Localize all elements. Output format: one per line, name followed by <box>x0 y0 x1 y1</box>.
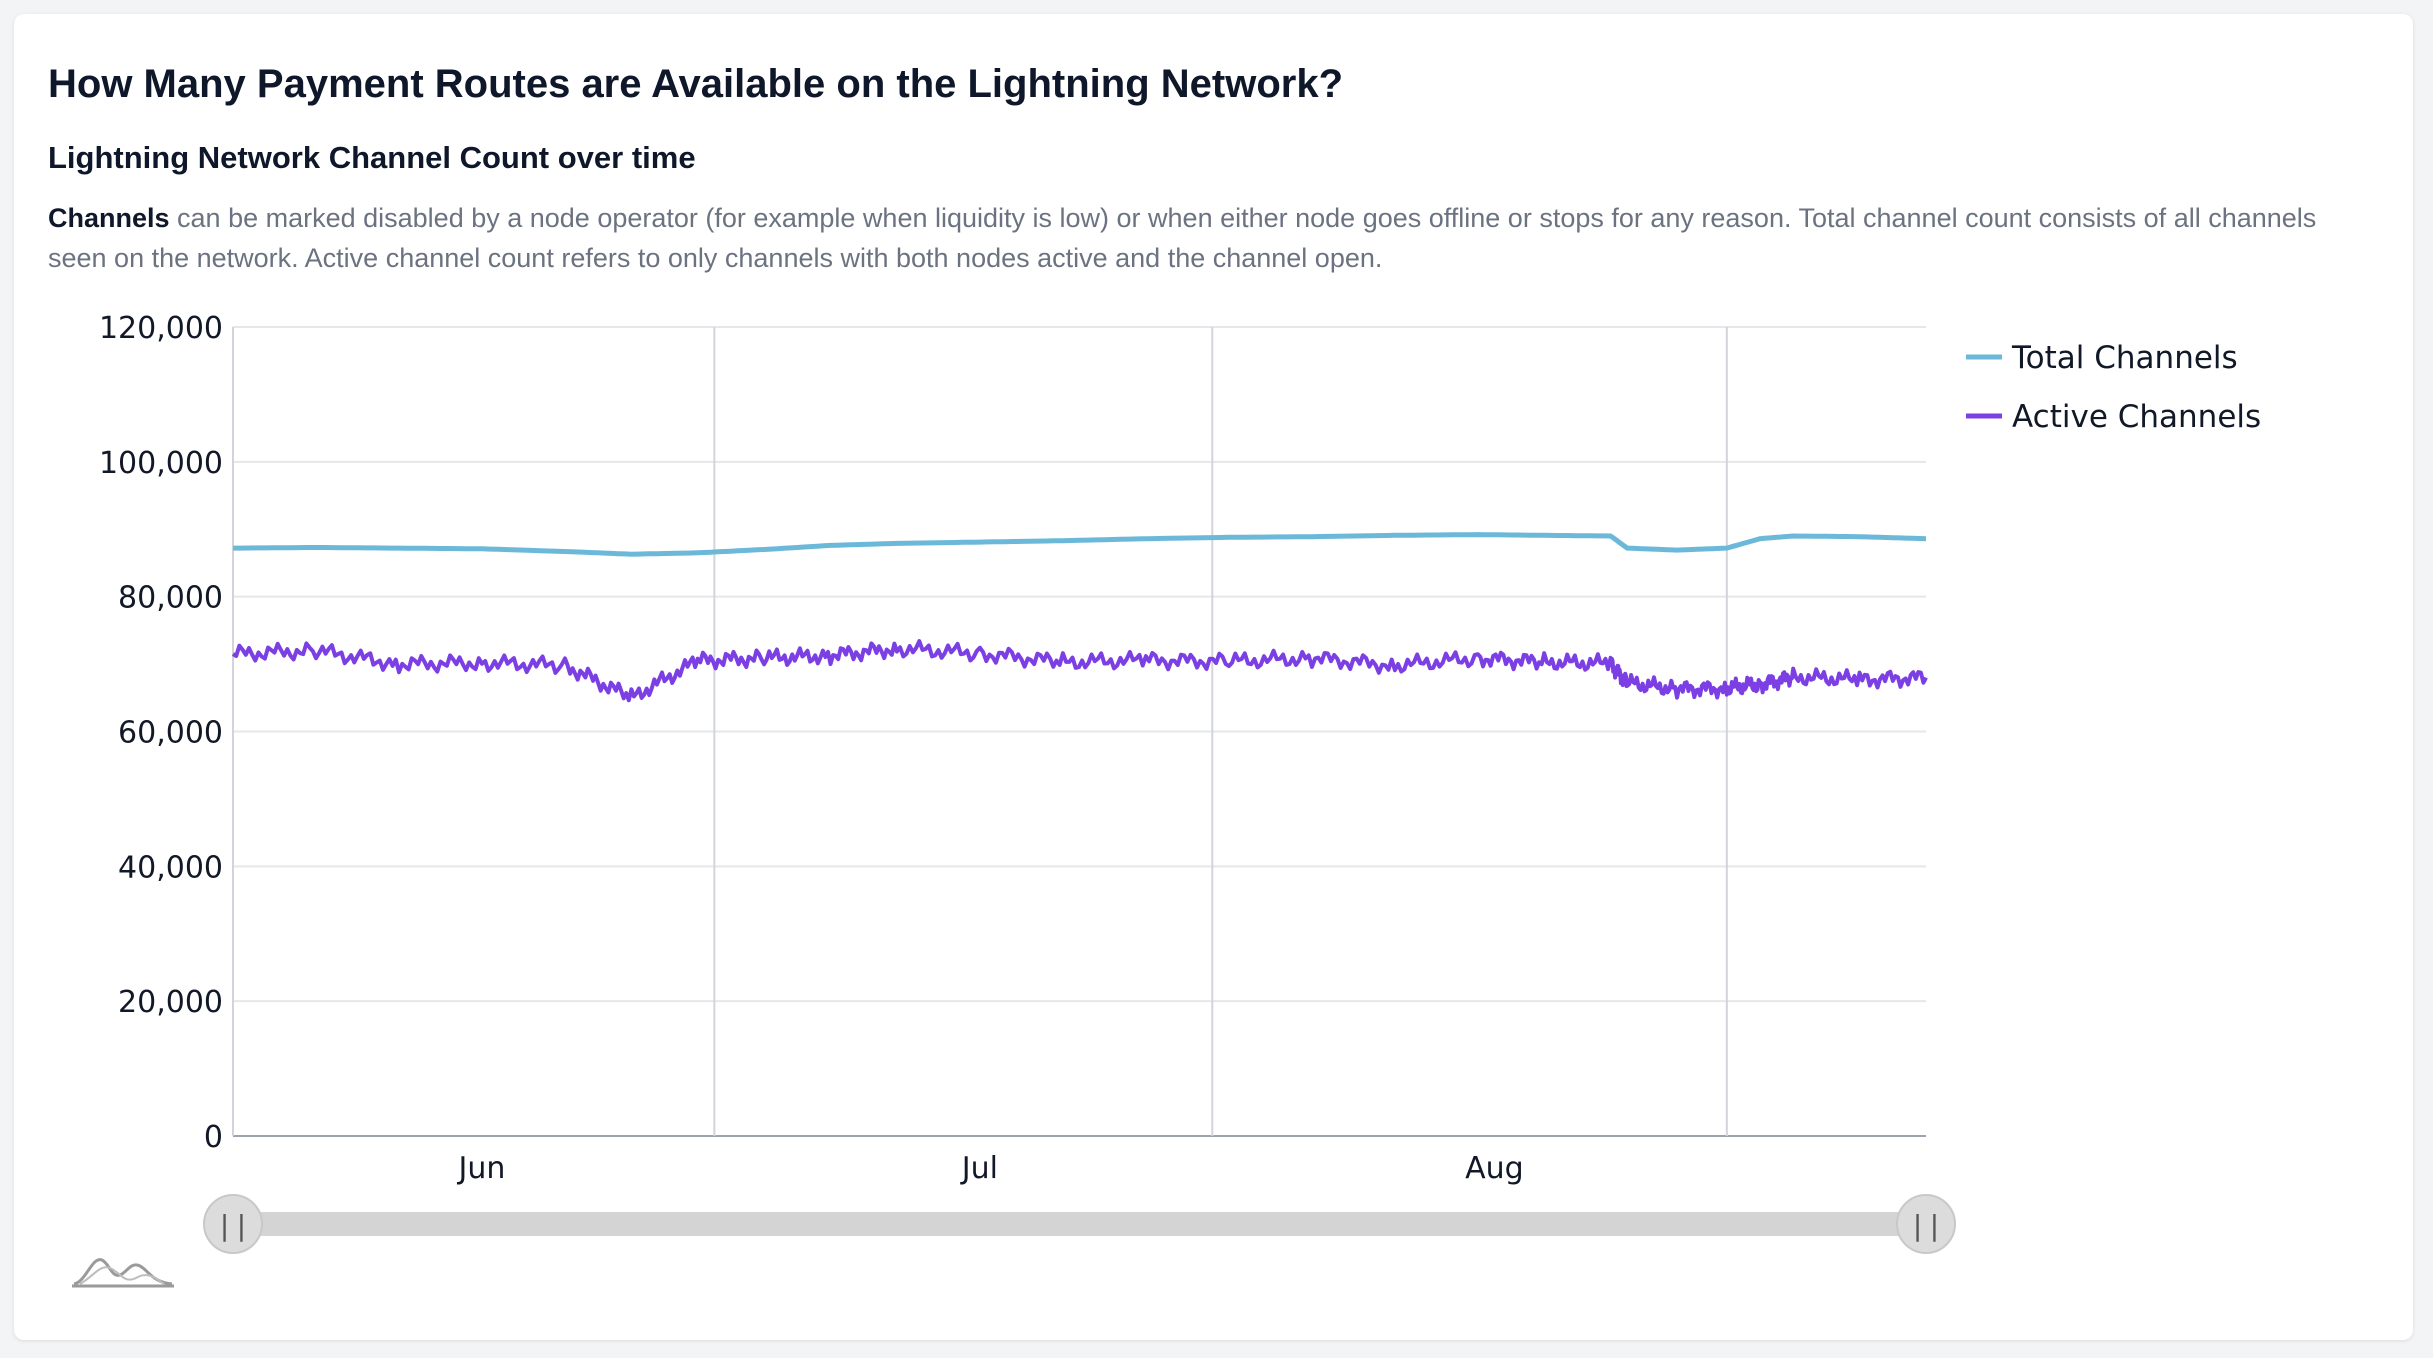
range-handle-start[interactable] <box>203 1194 263 1254</box>
y-tick-label: 100,000 <box>99 446 223 481</box>
chart-description: Channels can be marked disabled by a nod… <box>48 198 2338 278</box>
description-body: can be marked disabled by a node operato… <box>48 203 2317 273</box>
range-handle-grip-icon: || <box>1909 1209 1943 1242</box>
minimap-icon[interactable] <box>72 1258 174 1288</box>
chart-series <box>231 532 1928 703</box>
minimap-curve-b <box>79 1266 165 1285</box>
page-title: How Many Payment Routes are Available on… <box>48 62 1343 106</box>
y-tick-label: 0 <box>204 1120 223 1155</box>
legend-item-label[interactable]: Total Channels <box>2011 340 2238 376</box>
chart-subtitle: Lightning Network Channel Count over tim… <box>48 140 696 175</box>
range-handle-grip-icon: || <box>216 1209 250 1242</box>
minimap-curve-a <box>73 1258 173 1286</box>
y-tick-label: 80,000 <box>118 581 223 616</box>
y-tick-label: 40,000 <box>118 850 223 885</box>
y-tick-label: 20,000 <box>118 985 223 1020</box>
x-tick-label: Jun <box>457 1151 506 1186</box>
legend-item-label[interactable]: Active Channels <box>2012 399 2261 435</box>
y-tick-label: 120,000 <box>99 311 223 346</box>
range-slider[interactable]: || || <box>203 1194 1956 1254</box>
chart-card <box>14 14 2413 1340</box>
range-track[interactable] <box>233 1212 1926 1236</box>
chart-legend[interactable]: Total Channels Active Channels <box>1966 340 2261 435</box>
y-axis: 0 20,000 40,000 60,000 80,000 100,000 120,000 <box>99 311 223 1155</box>
description-lead: Channels <box>48 203 170 233</box>
x-axis: Jun Jul Aug <box>457 1151 1524 1186</box>
chart-grid <box>232 326 1926 1137</box>
y-tick-label: 60,000 <box>118 716 223 751</box>
total-channels-line <box>233 532 1927 557</box>
x-tick-label: Jul <box>960 1151 998 1186</box>
x-tick-label: Aug <box>1465 1151 1524 1186</box>
active-channels-line <box>231 639 1928 703</box>
range-handle-end[interactable] <box>1896 1194 1956 1254</box>
